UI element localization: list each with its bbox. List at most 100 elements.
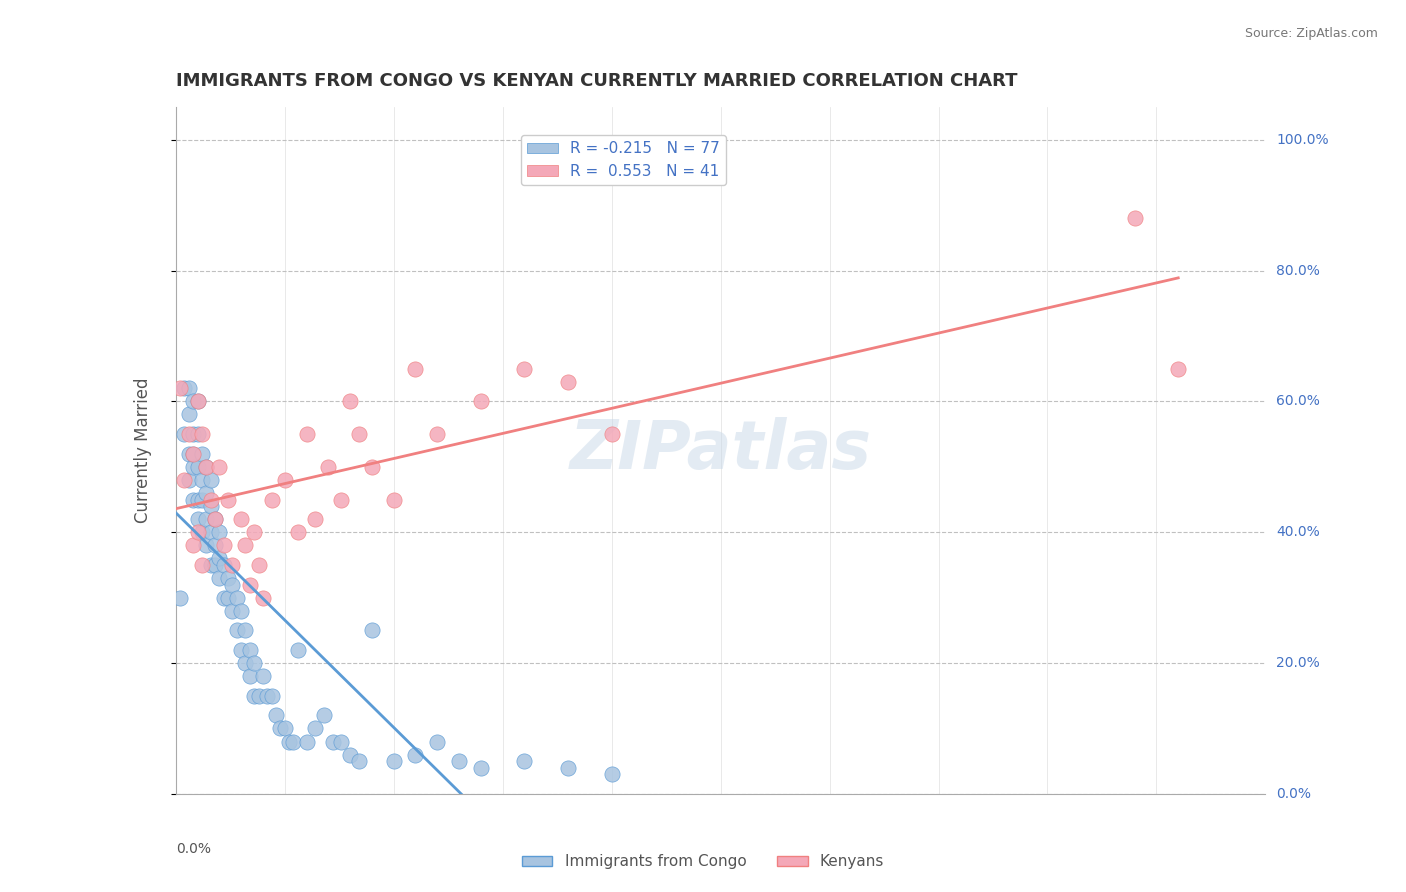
Immigrants from Congo <box>269 722 291 736</box>
Immigrants from Congo <box>239 669 262 683</box>
Immigrants from Congo <box>221 577 243 591</box>
Kenyans <box>405 361 427 376</box>
Immigrants from Congo <box>283 734 305 748</box>
Immigrants from Congo <box>239 643 262 657</box>
Immigrants from Congo <box>426 734 449 748</box>
Immigrants from Congo <box>212 558 235 572</box>
Immigrants from Congo <box>243 656 266 670</box>
Immigrants from Congo <box>195 459 218 474</box>
Kenyans <box>295 427 318 442</box>
Immigrants from Congo <box>200 499 222 513</box>
Immigrants from Congo <box>181 394 204 409</box>
Immigrants from Congo <box>347 754 370 768</box>
Kenyans <box>169 381 191 395</box>
Text: IMMIGRANTS FROM CONGO VS KENYAN CURRENTLY MARRIED CORRELATION CHART: IMMIGRANTS FROM CONGO VS KENYAN CURRENTL… <box>176 72 1018 90</box>
Kenyans <box>186 394 209 409</box>
Immigrants from Congo <box>208 551 231 566</box>
Immigrants from Congo <box>181 427 204 442</box>
Immigrants from Congo <box>221 604 243 618</box>
Kenyans <box>287 525 309 540</box>
Kenyans <box>382 492 405 507</box>
Immigrants from Congo <box>212 591 235 605</box>
Immigrants from Congo <box>470 761 492 775</box>
Text: 40.0%: 40.0% <box>1277 525 1320 540</box>
Kenyans <box>231 512 253 526</box>
Kenyans <box>235 538 257 552</box>
Immigrants from Congo <box>243 689 266 703</box>
Immigrants from Congo <box>225 591 247 605</box>
Y-axis label: Currently Married: Currently Married <box>134 377 152 524</box>
Kenyans <box>470 394 492 409</box>
Text: 100.0%: 100.0% <box>1277 133 1329 147</box>
Immigrants from Congo <box>513 754 536 768</box>
Immigrants from Congo <box>235 656 257 670</box>
Immigrants from Congo <box>231 643 253 657</box>
Kenyans <box>513 361 536 376</box>
Immigrants from Congo <box>177 473 200 487</box>
Immigrants from Congo <box>557 761 579 775</box>
Immigrants from Congo <box>208 571 231 585</box>
Text: 80.0%: 80.0% <box>1277 263 1320 277</box>
Immigrants from Congo <box>195 538 218 552</box>
Immigrants from Congo <box>217 591 239 605</box>
Text: 60.0%: 60.0% <box>1277 394 1320 409</box>
Kenyans <box>247 558 270 572</box>
Immigrants from Congo <box>191 473 214 487</box>
Immigrants from Congo <box>173 381 195 395</box>
Immigrants from Congo <box>186 394 209 409</box>
Kenyans <box>274 473 297 487</box>
Immigrants from Congo <box>264 708 287 723</box>
Kenyans <box>260 492 283 507</box>
Immigrants from Congo <box>204 538 226 552</box>
Immigrants from Congo <box>204 558 226 572</box>
Kenyans <box>177 427 200 442</box>
Kenyans <box>600 427 623 442</box>
Kenyans <box>557 375 579 389</box>
Immigrants from Congo <box>181 492 204 507</box>
Text: Source: ZipAtlas.com: Source: ZipAtlas.com <box>1244 27 1378 40</box>
Kenyans <box>191 427 214 442</box>
Kenyans <box>204 512 226 526</box>
Kenyans <box>195 459 218 474</box>
Immigrants from Congo <box>304 722 326 736</box>
Immigrants from Congo <box>200 525 222 540</box>
Legend: Immigrants from Congo, Kenyans: Immigrants from Congo, Kenyans <box>516 848 890 875</box>
Immigrants from Congo <box>177 381 200 395</box>
Immigrants from Congo <box>447 754 470 768</box>
Immigrants from Congo <box>208 525 231 540</box>
Immigrants from Congo <box>330 734 353 748</box>
Immigrants from Congo <box>252 669 274 683</box>
Immigrants from Congo <box>217 571 239 585</box>
Immigrants from Congo <box>600 767 623 781</box>
Immigrants from Congo <box>247 689 270 703</box>
Immigrants from Congo <box>186 512 209 526</box>
Immigrants from Congo <box>322 734 344 748</box>
Kenyans <box>186 525 209 540</box>
Immigrants from Congo <box>204 512 226 526</box>
Kenyans <box>318 459 340 474</box>
Kenyans <box>181 447 204 461</box>
Immigrants from Congo <box>200 473 222 487</box>
Kenyans <box>426 427 449 442</box>
Immigrants from Congo <box>256 689 278 703</box>
Immigrants from Congo <box>186 459 209 474</box>
Kenyans <box>1123 211 1146 226</box>
Immigrants from Congo <box>191 525 214 540</box>
Kenyans <box>173 473 195 487</box>
Kenyans <box>347 427 370 442</box>
Immigrants from Congo <box>360 624 382 638</box>
Immigrants from Congo <box>173 427 195 442</box>
Immigrants from Congo <box>287 643 309 657</box>
Kenyans <box>239 577 262 591</box>
Immigrants from Congo <box>295 734 318 748</box>
Kenyans <box>1167 361 1189 376</box>
Text: 0.0%: 0.0% <box>1277 787 1312 801</box>
Immigrants from Congo <box>186 492 209 507</box>
Kenyans <box>208 459 231 474</box>
Immigrants from Congo <box>181 447 204 461</box>
Kenyans <box>360 459 382 474</box>
Immigrants from Congo <box>169 591 191 605</box>
Immigrants from Congo <box>200 558 222 572</box>
Immigrants from Congo <box>177 447 200 461</box>
Immigrants from Congo <box>382 754 405 768</box>
